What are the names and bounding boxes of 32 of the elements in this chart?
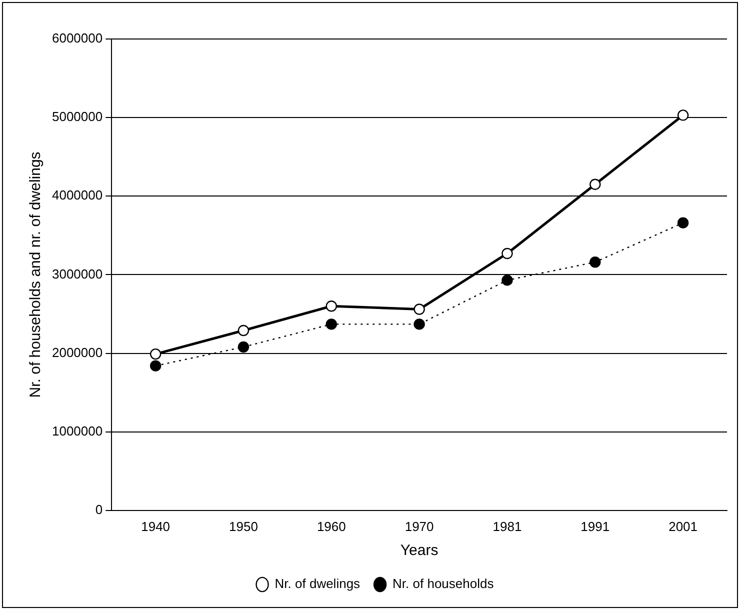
point	[677, 217, 689, 228]
point	[590, 178, 601, 190]
x-tick-label: 1981	[492, 518, 522, 534]
x-tick-label: 1940	[141, 518, 170, 534]
x-axis-title: Years	[400, 542, 438, 560]
legend-label: Nr. of dwelings	[274, 576, 361, 592]
y-tick-label: 1000000	[52, 423, 103, 438]
x-tick-label: 1991	[580, 518, 610, 534]
x-tick-label: 2001	[668, 518, 698, 534]
y-tick-label: 6000000	[52, 30, 103, 46]
legend-label: Nr. of households	[392, 576, 494, 592]
point	[150, 348, 162, 360]
point	[238, 324, 250, 336]
y-tick-label: 3000000	[52, 266, 103, 282]
point	[677, 110, 689, 121]
y-axis-title: Nr. of households and nr. of dwelings	[27, 152, 44, 398]
point	[326, 300, 337, 312]
x-tick-label: 1960	[316, 518, 346, 534]
point	[150, 360, 162, 372]
point	[502, 248, 513, 260]
point	[590, 256, 601, 268]
y-tick-label: 5000000	[52, 109, 103, 124]
point	[238, 341, 250, 353]
y-tick-label: 4000000	[52, 188, 103, 203]
x-tick-label: 1950	[229, 518, 258, 534]
y-tick-label: 0	[95, 502, 103, 517]
y-tick-label: 2000000	[52, 344, 103, 360]
point	[414, 318, 425, 330]
x-tick-label: 1970	[404, 518, 434, 534]
point	[326, 318, 337, 330]
point	[414, 304, 425, 315]
point	[502, 274, 513, 286]
